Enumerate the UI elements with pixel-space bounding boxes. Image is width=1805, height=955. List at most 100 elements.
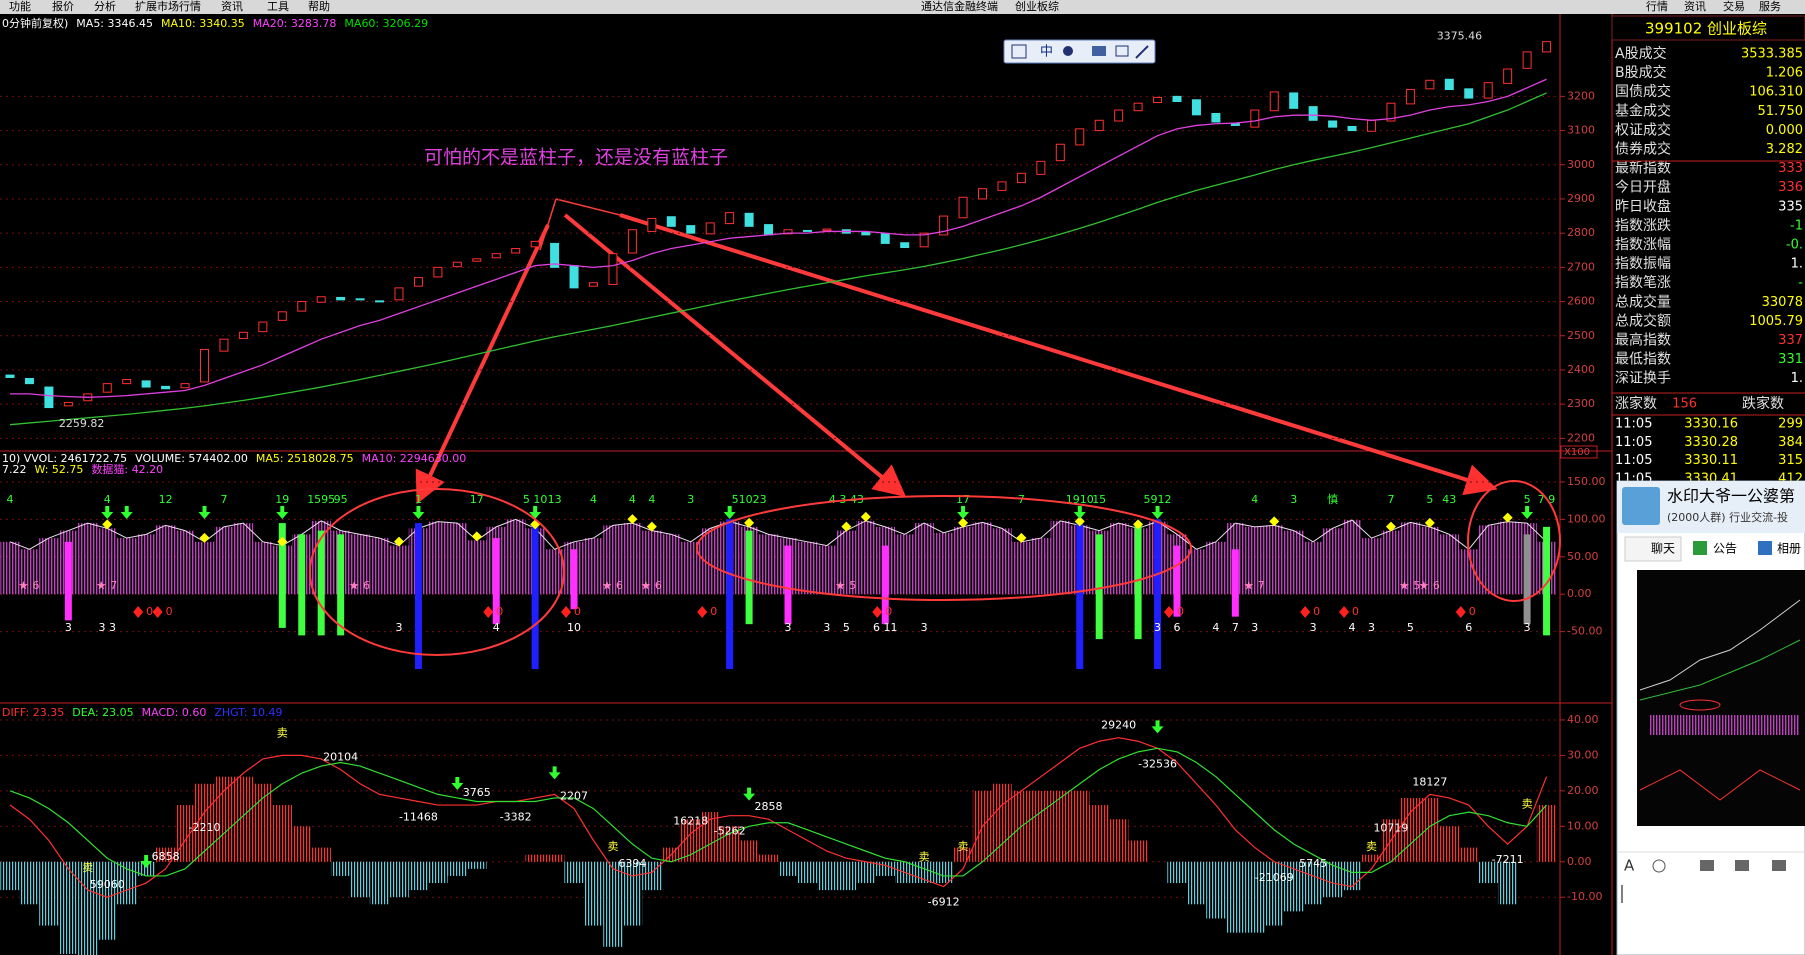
- toolbar-icon[interactable]: [1063, 46, 1073, 56]
- chat-image[interactable]: [1637, 570, 1805, 826]
- osc-bar: [1497, 521, 1518, 595]
- signal-count: 5912: [1144, 493, 1172, 506]
- candle: [1191, 99, 1201, 116]
- format-button[interactable]: A: [1624, 857, 1635, 875]
- arrow: [563, 213, 907, 498]
- toolbar-icon[interactable]: [1115, 45, 1129, 57]
- y-tick-label: 2700: [1567, 260, 1595, 273]
- diamond-marker: [958, 517, 969, 528]
- y-tick-label: 2600: [1567, 295, 1595, 308]
- diamond-marker: [841, 521, 852, 532]
- signal-bar: [492, 538, 500, 625]
- indicator-header: MA10: 2294630.00: [362, 452, 467, 465]
- trade-volume: 315: [1778, 453, 1803, 468]
- macd-bar: [0, 861, 20, 891]
- menu-item[interactable]: 报价: [52, 0, 74, 13]
- buy-arrow: [101, 506, 114, 519]
- osc-bar: [817, 545, 837, 595]
- image-content: [1639, 599, 1801, 691]
- menu-item[interactable]: 服务: [1759, 0, 1781, 13]
- tool-button[interactable]: [1700, 860, 1714, 871]
- buy-arrow: [276, 506, 289, 519]
- osc-bar: [1439, 534, 1460, 595]
- tool-button[interactable]: [1735, 860, 1749, 871]
- candle: [297, 301, 307, 312]
- toolbar-label[interactable]: 中: [1040, 45, 1053, 60]
- diamond-marker: [1424, 517, 1435, 528]
- toolbar-icon[interactable]: [1135, 45, 1149, 59]
- tab-icon[interactable]: [1758, 541, 1772, 555]
- menu-item[interactable]: 创业板综: [1015, 0, 1059, 13]
- diamond-marker: [471, 531, 482, 542]
- trade-time: 11:05: [1615, 435, 1652, 450]
- menu-item[interactable]: 扩展市场行情: [135, 0, 201, 13]
- diamond-marker: [744, 517, 755, 528]
- tab-icon[interactable]: [1693, 541, 1707, 555]
- candle: [978, 188, 987, 200]
- macd-line: [9, 737, 1548, 898]
- signal-count: 17: [470, 493, 484, 506]
- red-count: 0: [496, 605, 503, 618]
- buy-arrow: [1073, 506, 1086, 519]
- macd-bar: [136, 861, 156, 876]
- tab[interactable]: [1624, 536, 1682, 562]
- indicator-header: MA20: 3283.78: [253, 17, 337, 30]
- quote-value: 3.282: [1766, 142, 1803, 157]
- annotation: 可怕的不是蓝柱子，还是没有蓝柱子: [424, 147, 728, 169]
- emoji-button[interactable]: [1652, 859, 1666, 873]
- floating-toolbar[interactable]: [1003, 39, 1156, 64]
- signal-count: 1595: [307, 493, 335, 506]
- y-tick-label: 100.00: [1567, 512, 1606, 525]
- osc-bar: [992, 528, 1012, 595]
- menu-item[interactable]: 资讯: [221, 0, 243, 13]
- toolbar-icon[interactable]: [1011, 44, 1027, 59]
- diamond-marker: [646, 521, 657, 532]
- trade-time: 11:05: [1615, 453, 1652, 468]
- signal-count: 17: [956, 493, 970, 506]
- tab-label[interactable]: 聊天: [1651, 542, 1675, 556]
- candle: [316, 296, 326, 303]
- menu-item[interactable]: 行情: [1646, 0, 1668, 13]
- menu-item[interactable]: 交易: [1723, 0, 1745, 13]
- quote-value: 335: [1778, 199, 1803, 214]
- menu-item[interactable]: 帮助: [308, 0, 330, 13]
- star-marker: ★: [96, 579, 107, 593]
- signal-bar: [531, 523, 539, 670]
- candle: [880, 233, 890, 244]
- osc-bar: [369, 538, 390, 595]
- signal-count: 4: [104, 493, 111, 506]
- osc-bar: [933, 532, 954, 595]
- tab-label[interactable]: 相册: [1777, 542, 1801, 556]
- signal-count: 3 3: [99, 621, 117, 634]
- buy-arrow: [198, 506, 211, 519]
- sell-signal: 卖: [82, 861, 93, 874]
- group-icon[interactable]: [1622, 487, 1660, 525]
- ma-line: [9, 92, 1547, 426]
- tab-label[interactable]: 公告: [1713, 542, 1737, 556]
- y-tick-label: 50.00: [1567, 550, 1599, 563]
- candle: [1405, 89, 1415, 105]
- signal-count: 5: [1426, 493, 1433, 506]
- candle: [1483, 82, 1493, 99]
- sell-signal: 卖: [277, 726, 288, 739]
- pointer-line: [539, 198, 557, 251]
- osc-bar: [253, 541, 273, 595]
- macd-label: 2207: [560, 790, 588, 803]
- breadth-label: 跌家数: [1742, 395, 1784, 412]
- macd-bar: [603, 861, 623, 947]
- menu-item[interactable]: 功能: [9, 0, 31, 13]
- macd-bar: [117, 861, 137, 905]
- menu-item[interactable]: 工具: [267, 0, 289, 13]
- menu-item[interactable]: 分析: [94, 0, 116, 13]
- tool-button[interactable]: [1772, 860, 1786, 871]
- macd-bar: [1225, 861, 1246, 933]
- macd-bar: [369, 861, 390, 905]
- menu-item[interactable]: 资讯: [1684, 0, 1706, 13]
- menu-item[interactable]: 通达信金融终端: [921, 0, 998, 13]
- toolbar-icon[interactable]: [1092, 46, 1106, 56]
- signal-count: 7: [220, 493, 227, 506]
- buy-arrow: [723, 506, 736, 519]
- osc-bar: [1031, 538, 1051, 595]
- red-diamond: [872, 606, 883, 618]
- signal-bar: [1231, 549, 1239, 617]
